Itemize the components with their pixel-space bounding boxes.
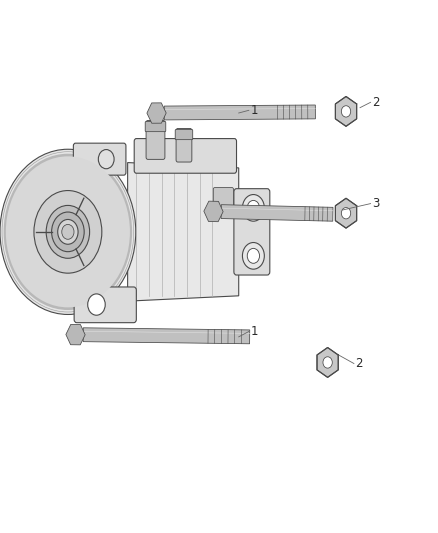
Circle shape xyxy=(52,212,84,252)
Circle shape xyxy=(21,175,115,289)
Circle shape xyxy=(0,149,136,314)
Text: 2: 2 xyxy=(372,96,380,109)
Text: 3: 3 xyxy=(372,197,379,210)
FancyBboxPatch shape xyxy=(74,287,136,322)
FancyBboxPatch shape xyxy=(146,120,165,159)
Polygon shape xyxy=(66,325,85,345)
Polygon shape xyxy=(221,205,333,221)
Circle shape xyxy=(28,183,108,281)
Polygon shape xyxy=(127,163,239,301)
Circle shape xyxy=(88,294,105,315)
Circle shape xyxy=(12,164,124,300)
Text: 1: 1 xyxy=(250,104,258,117)
Circle shape xyxy=(34,191,102,273)
FancyBboxPatch shape xyxy=(134,139,237,173)
Circle shape xyxy=(32,188,104,276)
FancyBboxPatch shape xyxy=(234,189,270,275)
Circle shape xyxy=(62,224,74,239)
Polygon shape xyxy=(204,201,223,222)
Circle shape xyxy=(17,169,119,294)
Polygon shape xyxy=(336,96,357,126)
FancyBboxPatch shape xyxy=(175,130,193,140)
Text: 2: 2 xyxy=(355,357,363,370)
Circle shape xyxy=(341,207,351,219)
Polygon shape xyxy=(164,105,315,120)
Polygon shape xyxy=(336,198,357,228)
Circle shape xyxy=(98,150,114,169)
Circle shape xyxy=(30,185,106,278)
Text: 1: 1 xyxy=(250,325,258,338)
Circle shape xyxy=(4,154,132,310)
Polygon shape xyxy=(317,348,338,377)
Circle shape xyxy=(23,177,113,286)
Polygon shape xyxy=(83,328,250,344)
Circle shape xyxy=(58,220,78,244)
FancyBboxPatch shape xyxy=(176,128,192,162)
Circle shape xyxy=(19,172,117,292)
Circle shape xyxy=(25,180,110,284)
Circle shape xyxy=(8,159,128,305)
Polygon shape xyxy=(147,103,166,123)
FancyBboxPatch shape xyxy=(213,188,233,212)
Circle shape xyxy=(14,167,121,297)
Circle shape xyxy=(46,205,90,259)
Circle shape xyxy=(6,156,130,308)
Circle shape xyxy=(10,161,126,302)
Circle shape xyxy=(243,195,265,221)
Circle shape xyxy=(243,243,265,269)
Circle shape xyxy=(247,248,259,263)
Circle shape xyxy=(341,106,351,117)
FancyBboxPatch shape xyxy=(73,143,126,175)
FancyBboxPatch shape xyxy=(145,122,166,132)
Circle shape xyxy=(323,357,332,368)
Circle shape xyxy=(247,200,259,215)
